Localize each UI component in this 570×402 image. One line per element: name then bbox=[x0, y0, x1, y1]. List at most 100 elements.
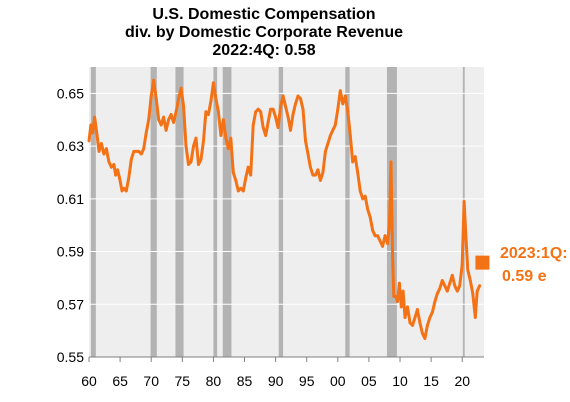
series-point bbox=[304, 139, 307, 143]
series-point bbox=[154, 97, 158, 100]
series-point bbox=[301, 107, 305, 111]
recession-band bbox=[213, 67, 218, 357]
series-point bbox=[122, 186, 126, 190]
series-point bbox=[326, 142, 330, 145]
series-point bbox=[314, 173, 317, 177]
series-point bbox=[388, 223, 391, 227]
series-point bbox=[366, 208, 370, 211]
series-point bbox=[324, 150, 327, 153]
series-point bbox=[396, 300, 399, 303]
y-tick-label: 0.59 bbox=[57, 244, 84, 260]
series-point bbox=[435, 292, 439, 296]
series-point bbox=[264, 134, 268, 137]
series-point bbox=[97, 150, 101, 153]
series-point bbox=[212, 81, 215, 85]
series-point bbox=[289, 128, 292, 132]
series-point bbox=[343, 94, 347, 98]
series-point bbox=[129, 157, 133, 161]
series-point bbox=[426, 324, 429, 327]
series-point bbox=[157, 118, 161, 122]
series-point bbox=[246, 165, 250, 169]
series-point bbox=[187, 163, 190, 166]
x-tick-label: 15 bbox=[423, 373, 439, 389]
series-point bbox=[276, 126, 280, 129]
series-point bbox=[376, 234, 379, 238]
x-tick-label: 00 bbox=[330, 373, 346, 389]
estimate-marker bbox=[475, 255, 490, 270]
series-point bbox=[361, 197, 365, 201]
series-point bbox=[348, 134, 352, 137]
series-point bbox=[448, 281, 452, 285]
series-point bbox=[466, 268, 470, 272]
series-point bbox=[351, 160, 355, 164]
series-point bbox=[254, 110, 258, 114]
series-point bbox=[403, 316, 407, 319]
recession-band bbox=[175, 67, 184, 357]
series-point bbox=[219, 134, 223, 137]
series-point bbox=[95, 134, 99, 137]
series-point bbox=[224, 136, 228, 140]
recession-band bbox=[90, 67, 96, 357]
series-point bbox=[378, 239, 382, 243]
series-point bbox=[316, 168, 320, 172]
series-point bbox=[346, 110, 350, 114]
series-point bbox=[174, 110, 178, 114]
series-point bbox=[338, 89, 342, 93]
series-point bbox=[120, 189, 124, 193]
series-point bbox=[433, 300, 437, 303]
series-point bbox=[89, 123, 93, 127]
series-point bbox=[279, 105, 282, 108]
series-point bbox=[189, 160, 193, 164]
series-point bbox=[159, 123, 163, 127]
series-point bbox=[134, 150, 138, 153]
series-point bbox=[358, 189, 362, 193]
series-point bbox=[381, 244, 384, 248]
series-point bbox=[411, 324, 414, 327]
series-point bbox=[167, 118, 171, 122]
series-point bbox=[460, 263, 464, 267]
series-point bbox=[399, 305, 403, 309]
series-points bbox=[87, 78, 481, 340]
estimate-label-line-1: 2023:1Q: bbox=[500, 245, 568, 262]
series-point bbox=[353, 155, 357, 159]
series-point bbox=[222, 118, 225, 122]
series-point bbox=[172, 121, 176, 124]
series-point bbox=[319, 179, 322, 182]
series-point bbox=[184, 144, 188, 148]
series-point bbox=[214, 97, 218, 100]
series-point bbox=[147, 118, 151, 122]
series-point bbox=[110, 165, 113, 169]
x-tick-label: 85 bbox=[237, 373, 253, 389]
series-point bbox=[478, 284, 481, 288]
series-point bbox=[142, 147, 146, 151]
series-point bbox=[93, 115, 96, 119]
series-point bbox=[207, 113, 210, 116]
x-axis-ticks: 60 65 70 75 80 85 90 95 00 05 10 15 20 bbox=[81, 357, 470, 389]
series-point bbox=[331, 128, 335, 132]
series-point bbox=[127, 176, 131, 180]
series-point bbox=[306, 152, 310, 156]
series-point bbox=[464, 237, 468, 240]
x-tick-label: 70 bbox=[143, 373, 159, 389]
series-point bbox=[336, 107, 340, 111]
series-point bbox=[462, 200, 466, 203]
series-point bbox=[229, 136, 233, 140]
series-point bbox=[281, 94, 285, 98]
series-point bbox=[450, 273, 454, 277]
series-point bbox=[182, 105, 186, 108]
series-point bbox=[87, 139, 91, 143]
series-point bbox=[139, 152, 143, 156]
series-point bbox=[406, 305, 409, 309]
y-tick-label: 0.65 bbox=[57, 85, 84, 101]
series-point bbox=[274, 115, 277, 119]
x-tick-label: 90 bbox=[268, 373, 284, 389]
series-point bbox=[149, 94, 153, 98]
series-point bbox=[164, 128, 168, 132]
x-tick-label: 05 bbox=[361, 373, 377, 389]
chart-title-line-2: div. by Domestic Corporate Revenue bbox=[125, 24, 403, 41]
series-point bbox=[371, 229, 375, 232]
series-point bbox=[217, 110, 220, 114]
y-tick-label: 0.57 bbox=[57, 296, 84, 312]
series-point bbox=[286, 115, 290, 119]
